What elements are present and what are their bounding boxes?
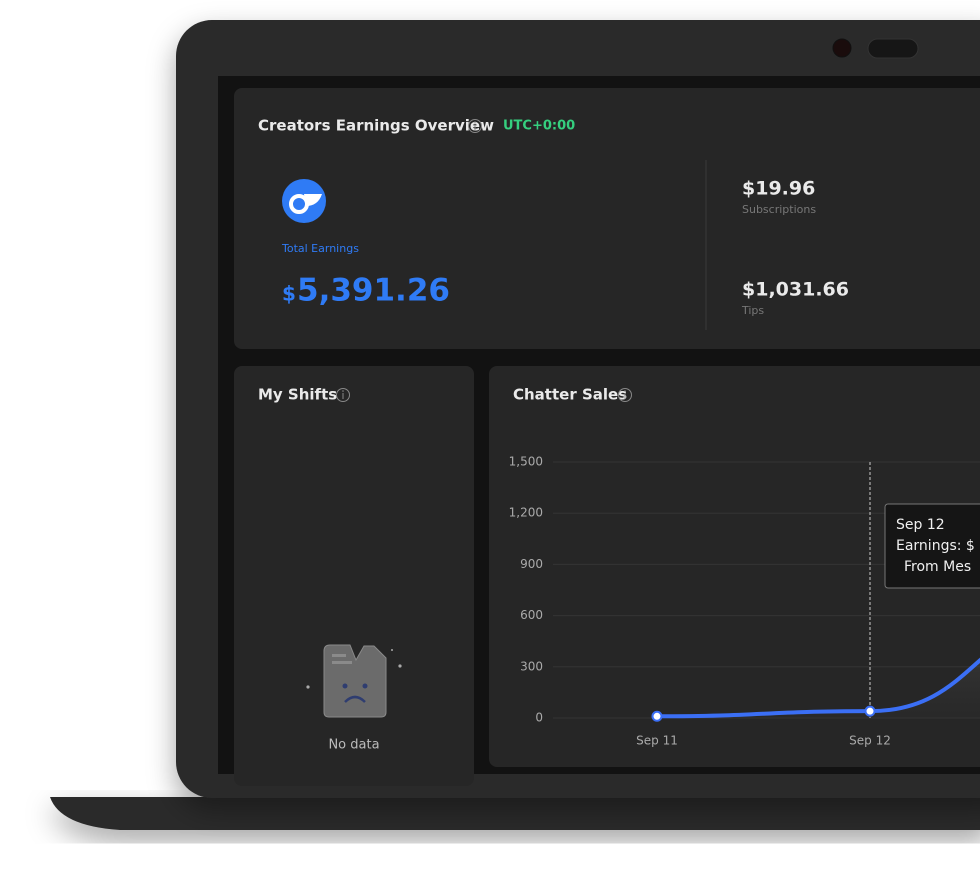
camera: [832, 38, 852, 58]
area: [657, 660, 980, 718]
total-amount: 5,391.26: [297, 273, 450, 309]
y-tick-label: 900: [520, 557, 543, 571]
earning-label: Tips: [741, 304, 764, 317]
x-tick-label: Sep 11: [636, 734, 678, 748]
empty-text: No data: [328, 738, 379, 753]
sensor: [867, 38, 919, 59]
tooltip: [884, 503, 980, 589]
earning-amount: $1,031.66: [742, 279, 849, 301]
laptop-base: [50, 797, 980, 830]
tooltip-text: Sep 12: [896, 517, 945, 533]
line: [656, 657, 980, 719]
y-tick-label: 600: [520, 608, 543, 622]
timezone: UTC+0:00: [503, 119, 575, 134]
info-icon: [336, 388, 350, 402]
x-tick-label: Sep 12: [849, 734, 891, 748]
y-tick-label: 300: [520, 659, 543, 673]
total-label: Total Earnings: [281, 242, 359, 255]
empty-icon: [306, 644, 402, 718]
info-icon: [468, 119, 482, 133]
onlyfans-logo: [282, 179, 326, 223]
tooltip-text: Earnings: $: [896, 538, 975, 554]
y-tick-label: 1,200: [509, 506, 543, 520]
card-title: My Shifts: [258, 386, 337, 404]
info-icon: [618, 388, 632, 402]
earnings-card: [234, 88, 980, 349]
earning-label: Subscriptions: [742, 203, 816, 216]
shifts-card: [234, 366, 474, 786]
tooltip-text: From Mes: [904, 559, 971, 575]
card-title: Creators Earnings Overview: [258, 117, 494, 135]
y-tick-label: 0: [535, 711, 543, 725]
point: [864, 705, 876, 717]
plot: 0 300 600 900 1,200 1,500 Sep 11 Sep 12 Sep 12 Ea…: [509, 455, 980, 748]
point: [651, 710, 663, 722]
card-title: Chatter Sales: [513, 386, 627, 404]
y-tick-label: 1,500: [509, 455, 543, 469]
total-currency: $: [282, 282, 296, 306]
earning-amount: $19.96: [742, 178, 815, 200]
